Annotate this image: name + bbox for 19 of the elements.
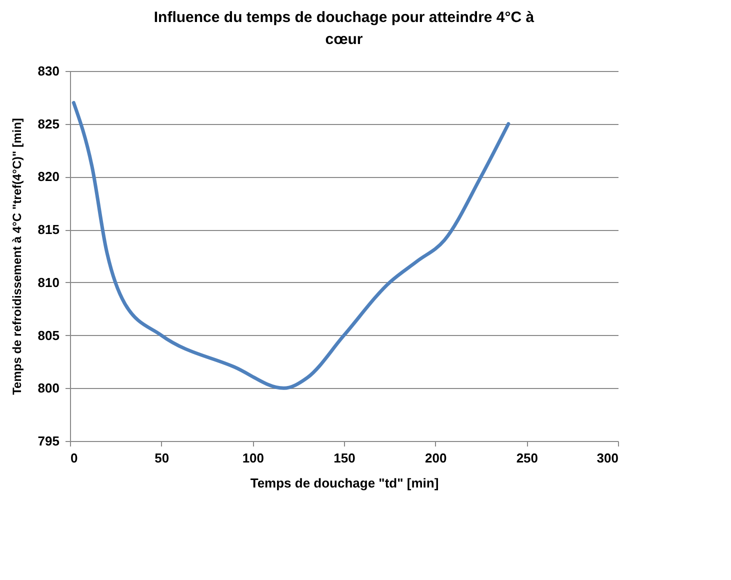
y-tick-label: 820 <box>38 169 60 184</box>
chart-title: Influence du temps de douchage pour atteindre 4°C à cœur <box>154 9 535 48</box>
y-tick-label: 805 <box>38 328 60 343</box>
line-series <box>72 100 510 390</box>
x-tick-label: 0 <box>70 450 78 466</box>
y-tick-label: 815 <box>38 222 60 238</box>
x-tick-label: 50 <box>154 450 170 466</box>
x-tick-label: 100 <box>242 450 264 466</box>
x-axis-title: Temps de douchage "td" [min] <box>250 476 439 490</box>
x-tick-label: 250 <box>516 450 538 466</box>
y-axis-title: Temps de refroidissement à 4°C "tref(4°C)" [min] <box>10 118 24 395</box>
y-tick-label: 830 <box>38 64 60 78</box>
y-tick-label: 795 <box>38 434 60 448</box>
y-tick-label: 810 <box>38 274 60 290</box>
x-tick-label: 300 <box>596 450 618 466</box>
y-tick-label: 825 <box>38 116 60 132</box>
x-tick-label: 200 <box>424 450 447 466</box>
y-tick-label: 800 <box>38 380 60 396</box>
x-tick-label: 150 <box>334 450 356 466</box>
